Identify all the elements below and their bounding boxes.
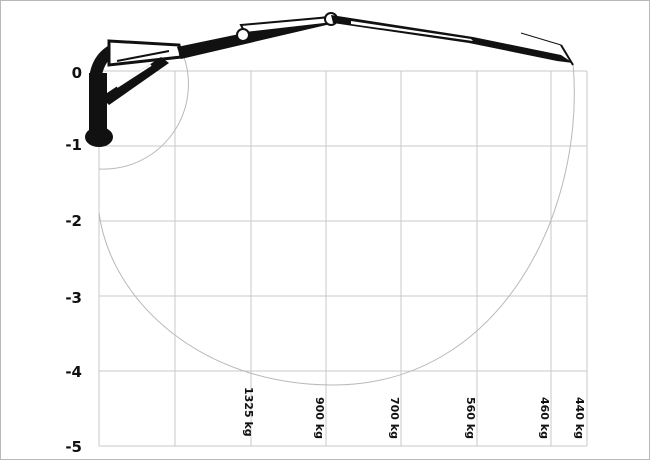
load-label: 440 kg <box>573 397 586 439</box>
reach-arcs <box>98 56 575 386</box>
y-tick-label: -5 <box>65 438 82 456</box>
y-tick-label: -1 <box>65 136 82 154</box>
crane-column <box>89 73 107 141</box>
load-label: 460 kg <box>538 397 551 439</box>
inner-reach-arc <box>98 56 189 170</box>
load-label: 700 kg <box>388 397 401 439</box>
y-tick-label: -2 <box>65 212 82 230</box>
crane-boom <box>85 12 574 147</box>
y-tick-label: -4 <box>65 363 82 381</box>
boom-joint <box>236 28 250 42</box>
main-ram <box>101 57 169 105</box>
y-tick-label: -3 <box>65 289 82 307</box>
load-label: 900 kg <box>313 397 326 439</box>
outer-reach-arc <box>98 62 575 386</box>
boom-extension <box>331 15 573 63</box>
main-ram-rod <box>116 64 152 88</box>
load-label: 1325 kg <box>242 387 255 437</box>
load-label: 560 kg <box>464 397 477 439</box>
jib-wire <box>520 32 562 46</box>
y-tick-label: 0 <box>71 64 82 82</box>
jib-tip <box>560 44 574 66</box>
grid <box>98 70 588 447</box>
boom-extension-inner <box>351 21 473 41</box>
inner-boom-cylinder <box>116 50 170 62</box>
